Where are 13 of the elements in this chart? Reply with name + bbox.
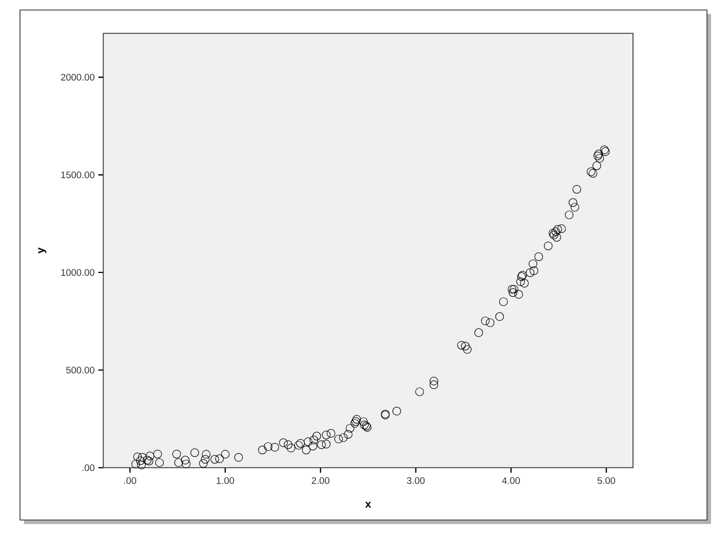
y-tick-label: 500.00 [66, 366, 94, 374]
x-tick-label: 4.00 [502, 477, 520, 484]
x-tick-label: 5.00 [597, 477, 616, 484]
y-tick-label: 1500.00 [61, 171, 94, 178]
y-tick-label: .00 [82, 464, 94, 472]
y-tick-label: 1000.00 [61, 269, 94, 276]
y-axis-title: y [38, 248, 46, 254]
x-tick-label: .00 [124, 477, 136, 484]
x-axis-title: x [365, 502, 372, 508]
y-tick-label: 2000.00 [61, 74, 94, 81]
x-tick-label: 1.00 [216, 477, 234, 484]
x-tick-label: 2.00 [312, 477, 330, 484]
x-tick-label: 3.00 [406, 477, 425, 484]
